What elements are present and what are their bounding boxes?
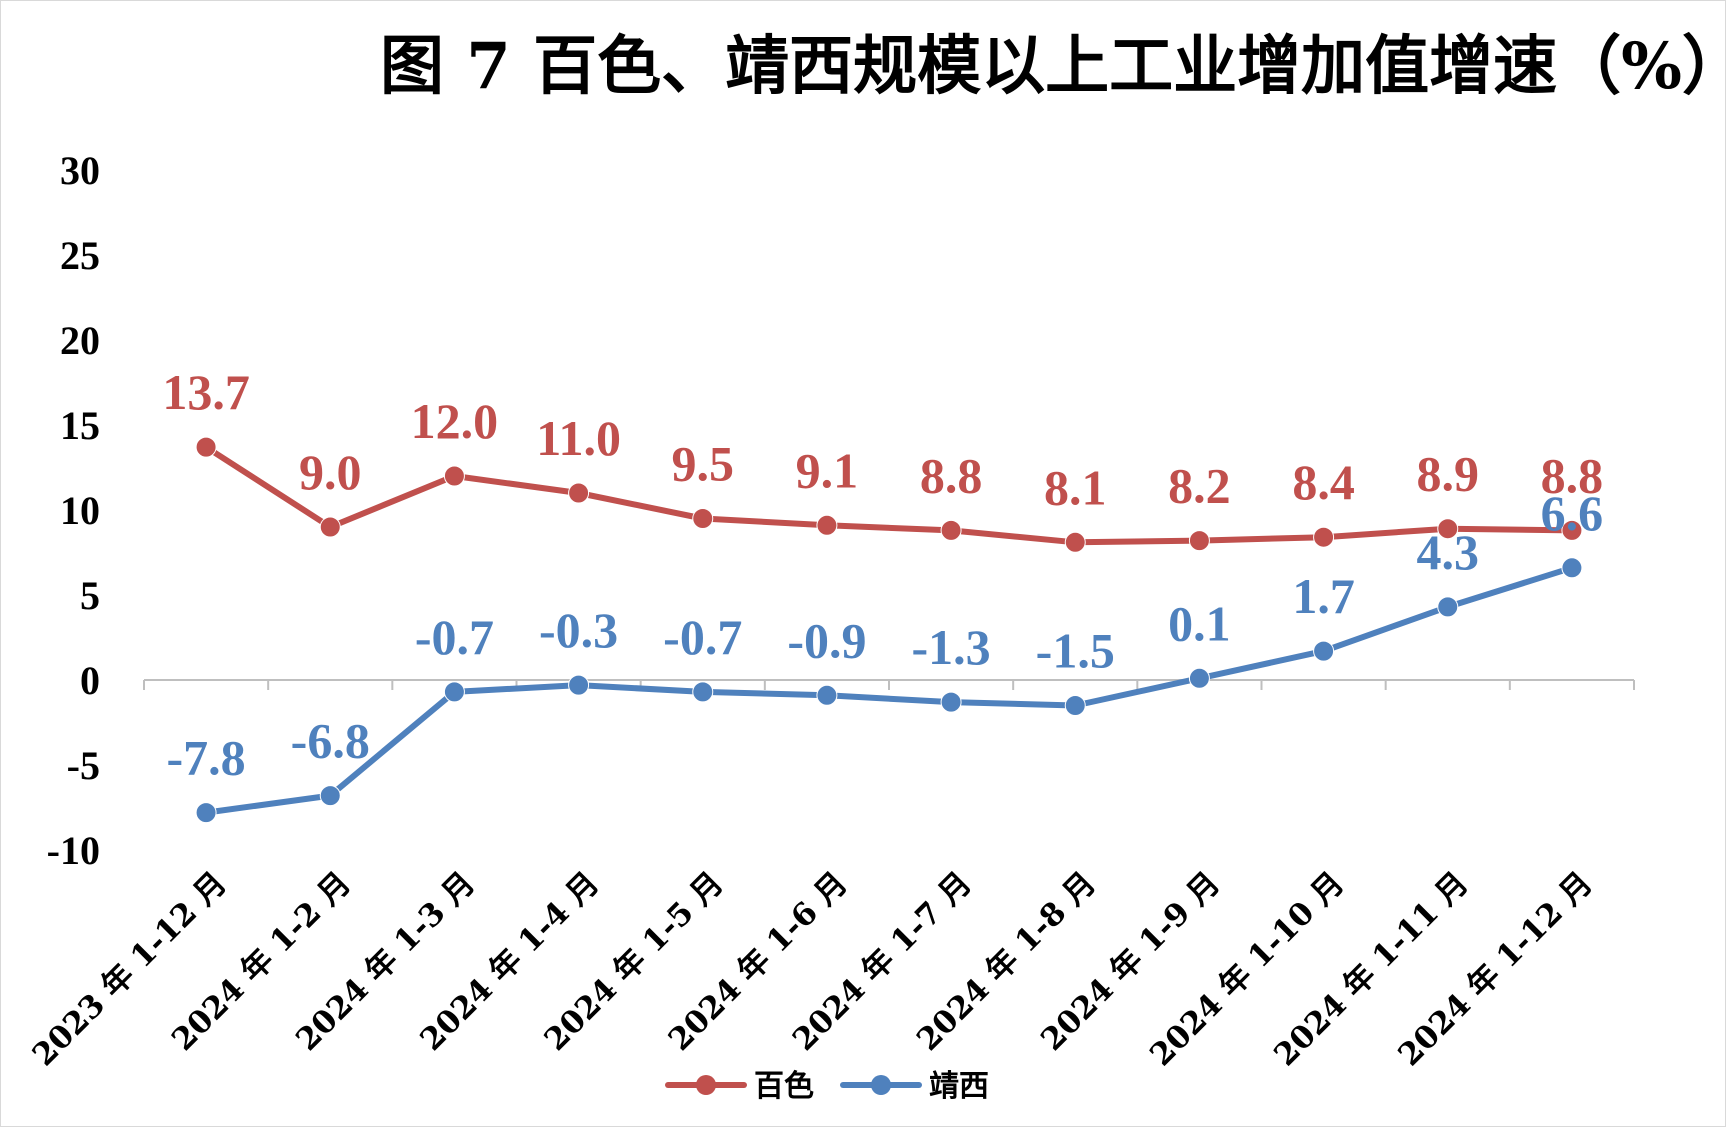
series-lines: [195, 436, 1583, 824]
y-tick-label: 0: [80, 658, 100, 703]
data-label: 11.0: [536, 410, 621, 466]
data-point: [195, 436, 217, 458]
data-point: [319, 785, 341, 807]
data-point: [443, 465, 465, 487]
data-point: [1561, 519, 1583, 541]
data-label: 9.0: [299, 444, 362, 500]
data-label: 8.2: [1168, 458, 1231, 514]
data-label: -7.8: [167, 730, 246, 786]
data-labels: 13.7 9.0 12.0 11.0 9.5 9.1 8.8 8.1 8.2 8.4 8.9 8.8 -…: [162, 364, 1603, 785]
data-label: 8.1: [1044, 459, 1107, 515]
data-label: 13.7: [162, 364, 250, 420]
data-point: [940, 691, 962, 713]
y-tick-label: 25: [60, 233, 100, 278]
data-point: [1064, 531, 1086, 553]
data-label: -0.7: [415, 609, 494, 665]
y-tick-label: 20: [60, 318, 100, 363]
legend: 百色 靖西: [665, 1069, 989, 1104]
data-point: [940, 519, 962, 541]
legend-label: 靖西: [929, 1069, 989, 1104]
data-label: 8.8: [1541, 447, 1604, 503]
y-tick-label: 30: [60, 148, 100, 193]
y-tick-label: -5: [67, 743, 100, 788]
data-label: 12.0: [411, 393, 499, 449]
legend-swatch-marker: [871, 1075, 891, 1095]
data-label: 8.8: [920, 447, 983, 503]
y-axis: 30 25 20 15 10 5 0 -5 -10: [47, 148, 100, 873]
data-point: [1313, 526, 1335, 548]
data-label: 4.3: [1417, 524, 1480, 580]
data-point: [1188, 530, 1210, 552]
data-point: [692, 508, 714, 529]
data-point: [568, 674, 590, 696]
data-point: [1064, 695, 1086, 716]
data-point: [568, 482, 590, 504]
data-label: -0.9: [787, 612, 866, 668]
data-label: 8.9: [1417, 446, 1480, 502]
data-label: -1.5: [1036, 623, 1115, 679]
data-point: [319, 516, 341, 538]
y-tick-label: -10: [47, 828, 100, 873]
data-label: -6.8: [291, 713, 370, 769]
data-point: [1437, 518, 1459, 540]
data-point: [816, 684, 838, 706]
y-tick-label: 15: [60, 403, 100, 448]
data-point: [443, 681, 465, 703]
data-point: [816, 514, 838, 536]
data-label: 6.6: [1541, 485, 1604, 541]
data-label: -1.3: [912, 619, 991, 675]
data-point: [1561, 557, 1583, 579]
data-label: 8.4: [1292, 454, 1355, 510]
data-label: -0.3: [539, 602, 618, 658]
data-label: 1.7: [1292, 568, 1355, 624]
y-tick-label: 5: [80, 573, 100, 618]
data-point: [692, 681, 714, 703]
data-label: 9.1: [796, 442, 859, 498]
series-line-0: [203, 444, 1575, 546]
data-label: 9.5: [672, 436, 735, 492]
legend-swatch-marker: [696, 1075, 716, 1095]
y-tick-label: 10: [60, 488, 100, 533]
data-label: 0.1: [1168, 595, 1231, 651]
data-point: [195, 802, 217, 824]
data-point: [1437, 596, 1459, 618]
data-label: -0.7: [663, 609, 742, 665]
data-point: [1313, 640, 1335, 662]
legend-label: 百色: [754, 1069, 814, 1104]
series-line-1: [203, 564, 1575, 816]
chart-title: 图 7 百色、靖西规模以上工业增加值增速（%）: [380, 29, 1728, 104]
data-point: [1188, 667, 1210, 689]
